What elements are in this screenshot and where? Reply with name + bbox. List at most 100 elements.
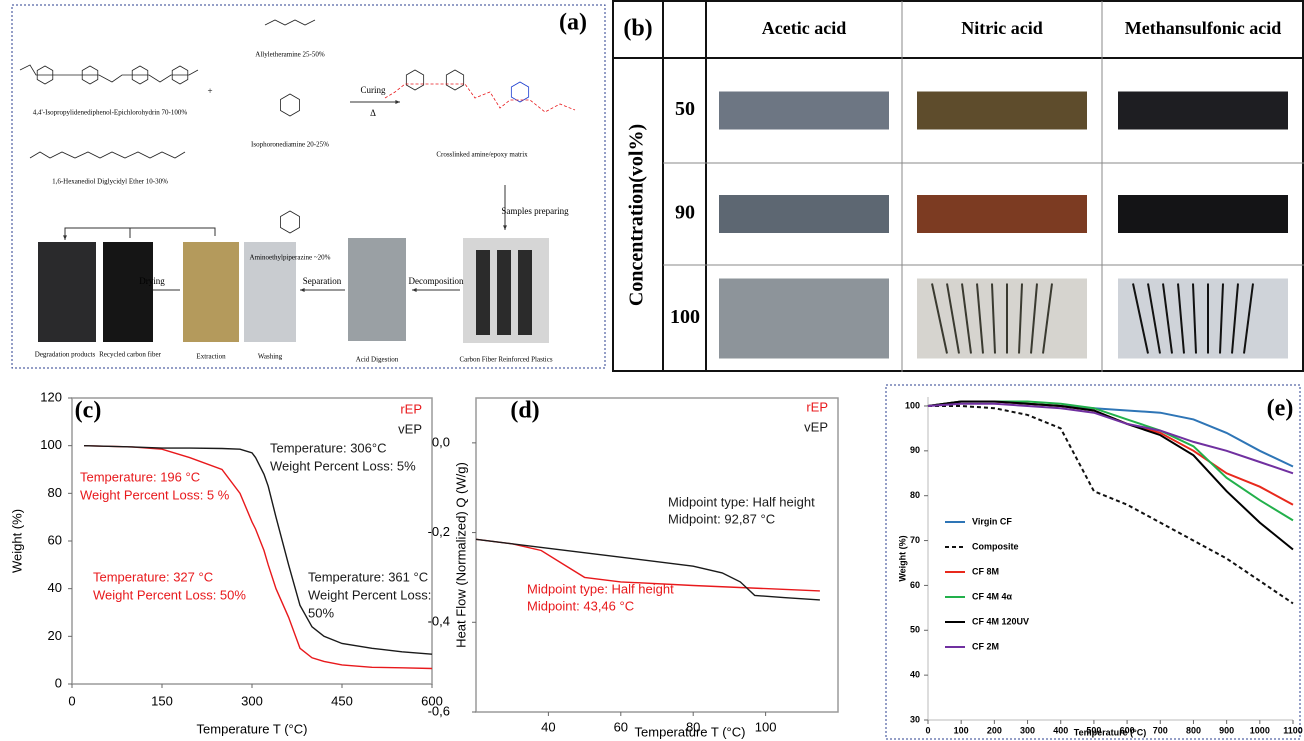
ring — [280, 93, 300, 117]
label: Acetic acid — [762, 18, 846, 38]
sample-photo — [719, 91, 889, 130]
series-line — [928, 405, 1294, 605]
photo — [476, 250, 490, 335]
label: 120 — [40, 389, 62, 404]
label: Curing — [360, 85, 386, 95]
label: Weight (%) — [9, 509, 24, 573]
fiber — [946, 283, 960, 354]
label: Drying — [139, 276, 165, 286]
label: 4,4'-Isopropylidenediphenol-Epichlorohyd… — [33, 109, 188, 117]
ring — [405, 69, 425, 91]
label: Temperature: 196 °C — [80, 469, 200, 484]
label: CF 4M 4α — [972, 591, 1013, 601]
label: 1,6-Hexanediol Diglycidyl Ether 10-30% — [52, 178, 168, 186]
photo — [38, 242, 96, 342]
chain — [384, 83, 576, 113]
label: 80 — [686, 719, 700, 734]
label: 0,0 — [432, 434, 450, 449]
label: Virgin CF — [972, 516, 1012, 526]
label: 40 — [541, 719, 555, 734]
label: 50 — [675, 98, 695, 120]
label: 50% — [308, 605, 334, 620]
label: Temperature: 306°C — [270, 440, 386, 455]
label: 80 — [910, 490, 920, 500]
fiber — [1147, 283, 1161, 354]
arrow-head — [300, 288, 305, 292]
label: Midpoint type: Half height — [527, 581, 674, 596]
arrow-head — [63, 235, 67, 240]
label: Aminoethylpiperazine ~20% — [250, 254, 331, 262]
label: 100 — [755, 719, 777, 734]
series-line — [83, 445, 433, 670]
label: 900 — [1219, 725, 1234, 735]
label: Temperature T (°C) — [635, 724, 746, 739]
photo — [183, 242, 239, 342]
label: Separation — [303, 276, 342, 286]
label: 100 — [40, 437, 62, 452]
label: Δ — [370, 108, 376, 118]
fiber — [991, 283, 996, 354]
label: -0,6 — [428, 703, 450, 718]
chain — [19, 64, 199, 83]
label: 600 — [421, 693, 443, 708]
label: Recycled carbon fiber — [99, 351, 161, 359]
ring — [131, 65, 149, 85]
label: Heat Flow (Normalized) Q (W/g) — [453, 462, 468, 648]
label: 1100 — [1283, 725, 1303, 735]
label: Methansulfonic acid — [1125, 18, 1282, 38]
fiber — [1042, 283, 1053, 354]
label: Decomposition — [409, 276, 464, 286]
label: Crosslinked amine/epoxy matrix — [436, 151, 528, 159]
label: vEP — [398, 421, 422, 436]
label: 60 — [48, 532, 62, 547]
arrow-head — [412, 288, 417, 292]
label: CF 8M — [972, 566, 999, 576]
label: Midpoint type: Half height — [668, 494, 815, 509]
label: CF 4M 120UV — [972, 616, 1029, 626]
label: 1000 — [1250, 725, 1270, 735]
photo — [518, 250, 532, 335]
ring — [36, 65, 54, 85]
fiber — [1219, 283, 1224, 354]
label: vEP — [804, 419, 828, 434]
label: (e) — [1267, 396, 1294, 422]
sample-photo — [1118, 278, 1288, 359]
series-line — [475, 538, 820, 601]
label: Midpoint: 92,87 °C — [668, 511, 775, 526]
label: Allyletheramine 25-50% — [255, 51, 325, 59]
panel-border — [11, 4, 606, 369]
sample-photo — [917, 91, 1087, 130]
fiber — [961, 283, 972, 354]
label: 90 — [910, 445, 920, 455]
chain — [264, 19, 316, 26]
label: 0 — [55, 675, 62, 690]
label: 200 — [987, 725, 1002, 735]
ring — [171, 65, 189, 85]
label: 100 — [905, 400, 920, 410]
sample-photo — [719, 195, 889, 233]
label: 150 — [151, 693, 173, 708]
label: 40 — [48, 580, 62, 595]
label: rEP — [400, 401, 422, 416]
table-border — [612, 0, 1304, 372]
series-line — [927, 400, 1294, 551]
label: 700 — [1153, 725, 1168, 735]
fiber — [1132, 283, 1149, 354]
label: Temperature T (°C) — [197, 721, 308, 736]
photo — [348, 238, 406, 341]
label: -0,4 — [428, 614, 450, 629]
arrow-head — [395, 100, 400, 104]
label: Composite — [972, 541, 1019, 551]
fiber — [1030, 283, 1038, 354]
fiber — [1177, 283, 1185, 354]
fiber — [1192, 283, 1197, 354]
fiber — [931, 283, 948, 354]
label: 0 — [68, 693, 75, 708]
arrow-head — [503, 225, 507, 230]
bracket — [64, 227, 216, 238]
label: 60 — [910, 580, 920, 590]
label: Weight (%) — [897, 535, 907, 581]
series-line — [927, 400, 1294, 468]
sample-photo — [917, 278, 1087, 359]
label: + — [207, 86, 212, 96]
